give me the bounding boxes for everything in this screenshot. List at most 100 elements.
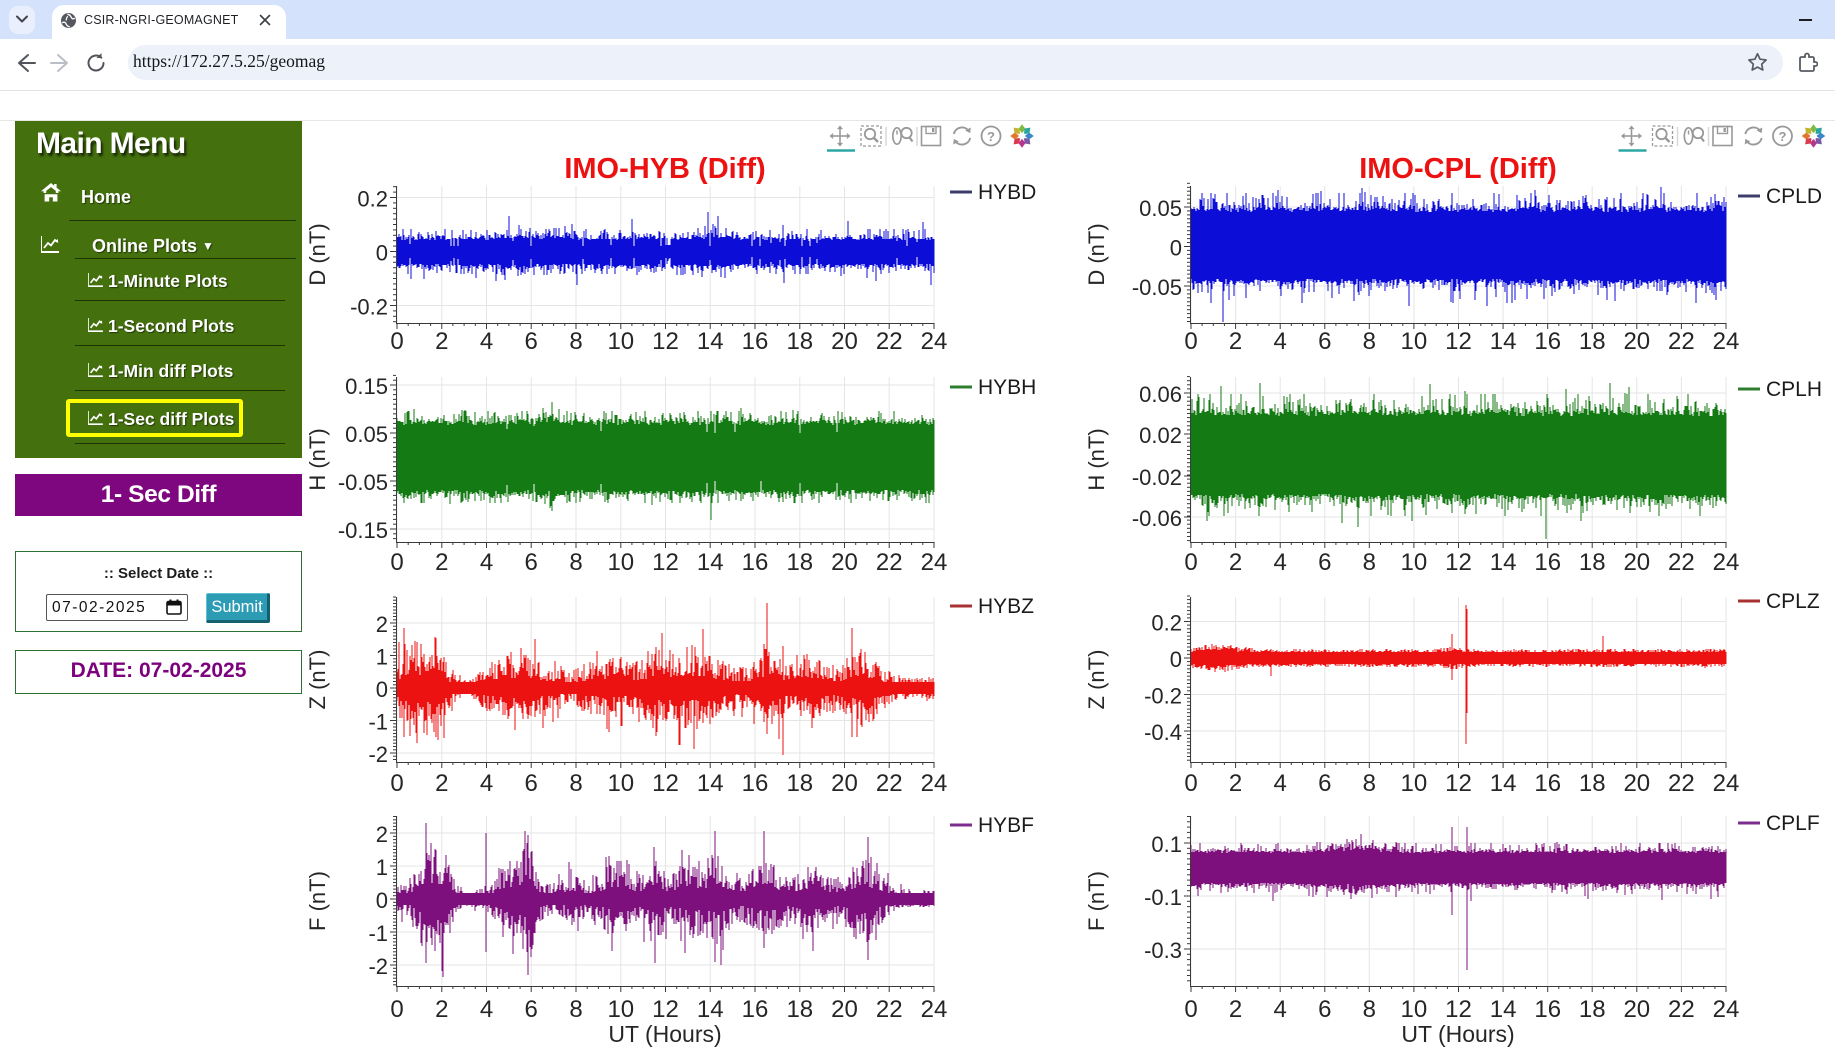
svg-text:20: 20 [1623,549,1650,576]
svg-text:24: 24 [1713,770,1740,797]
svg-text:Z (nT): Z (nT) [305,650,330,710]
svg-text:22: 22 [1668,770,1695,797]
svg-text:22: 22 [1668,996,1695,1023]
svg-text:IMO-HYB (Diff): IMO-HYB (Diff) [564,153,765,185]
svg-text:8: 8 [1363,328,1376,355]
svg-text:2: 2 [1229,770,1242,797]
svg-text:18: 18 [786,549,813,576]
svg-text:2: 2 [1229,549,1242,576]
svg-text:0: 0 [1170,647,1182,672]
svg-text:0: 0 [1184,770,1197,797]
svg-text:18: 18 [786,996,813,1023]
svg-text:22: 22 [876,328,903,355]
svg-text:UT (Hours): UT (Hours) [608,1021,721,1047]
svg-text:8: 8 [569,996,582,1023]
svg-text:0: 0 [376,677,388,702]
svg-text:-2: -2 [368,742,388,767]
svg-text:HYBH: HYBH [978,376,1036,399]
svg-text:18: 18 [1579,770,1606,797]
svg-text:14: 14 [1490,549,1517,576]
svg-text:4: 4 [480,996,493,1023]
svg-text:-0.06: -0.06 [1132,506,1182,531]
svg-text:-0.1: -0.1 [1144,885,1182,910]
svg-text:18: 18 [786,328,813,355]
svg-text:14: 14 [697,328,724,355]
svg-text:0: 0 [376,241,388,266]
svg-text:0: 0 [390,996,403,1023]
svg-text:12: 12 [652,549,679,576]
svg-text:-0.02: -0.02 [1132,465,1182,490]
svg-text:8: 8 [569,549,582,576]
svg-text:0: 0 [1184,549,1197,576]
svg-text:1: 1 [376,645,388,670]
svg-text:16: 16 [742,996,769,1023]
svg-text:20: 20 [831,770,858,797]
svg-text:6: 6 [1318,996,1331,1023]
svg-text:4: 4 [1274,996,1287,1023]
svg-text:16: 16 [742,549,769,576]
svg-text:24: 24 [921,770,948,797]
svg-text:4: 4 [480,770,493,797]
svg-text:0.05: 0.05 [1139,196,1182,221]
svg-text:-0.05: -0.05 [1132,275,1182,300]
svg-text:6: 6 [1318,328,1331,355]
svg-text:-0.3: -0.3 [1144,938,1182,963]
svg-text:12: 12 [1445,770,1472,797]
svg-text:0: 0 [390,770,403,797]
svg-text:22: 22 [876,996,903,1023]
svg-text:IMO-CPL (Diff): IMO-CPL (Diff) [1359,153,1557,185]
svg-text:0.2: 0.2 [1151,611,1182,636]
svg-text:24: 24 [1713,996,1740,1023]
svg-text:?: ? [1779,129,1787,144]
svg-text:UT (Hours): UT (Hours) [1401,1021,1514,1047]
svg-text:0: 0 [1184,996,1197,1023]
svg-text:8: 8 [569,770,582,797]
svg-text:-0.15: -0.15 [338,518,388,543]
svg-text:F (nT): F (nT) [305,871,330,931]
svg-text:1: 1 [376,855,388,880]
svg-text:HYBF: HYBF [978,814,1034,837]
svg-text:8: 8 [1363,770,1376,797]
svg-text:2: 2 [376,822,388,847]
svg-text:22: 22 [876,549,903,576]
svg-text:CPLF: CPLF [1766,812,1820,835]
svg-text:22: 22 [876,770,903,797]
svg-text:16: 16 [742,328,769,355]
svg-text:2: 2 [435,996,448,1023]
svg-text:22: 22 [1668,328,1695,355]
svg-text:?: ? [987,129,995,144]
svg-text:2: 2 [1229,996,1242,1023]
svg-text:20: 20 [831,996,858,1023]
svg-text:D (nT): D (nT) [1084,223,1109,285]
svg-text:F (nT): F (nT) [1084,871,1109,931]
svg-text:24: 24 [921,996,948,1023]
svg-text:12: 12 [652,996,679,1023]
svg-text:24: 24 [921,328,948,355]
svg-text:20: 20 [1623,770,1650,797]
svg-text:22: 22 [1668,549,1695,576]
svg-text:12: 12 [652,328,679,355]
svg-text:0: 0 [1184,328,1197,355]
svg-text:14: 14 [697,996,724,1023]
svg-text:18: 18 [1579,328,1606,355]
svg-text:8: 8 [1363,996,1376,1023]
svg-text:-1: -1 [368,710,388,735]
svg-text:20: 20 [1623,328,1650,355]
svg-text:CPLD: CPLD [1766,185,1822,208]
svg-text:14: 14 [1490,996,1517,1023]
svg-text:12: 12 [1445,328,1472,355]
svg-text:Z (nT): Z (nT) [1084,650,1109,710]
svg-text:6: 6 [525,996,538,1023]
svg-text:20: 20 [1623,996,1650,1023]
svg-text:6: 6 [525,549,538,576]
svg-text:2: 2 [435,770,448,797]
svg-text:-0.4: -0.4 [1144,720,1182,745]
svg-text:6: 6 [1318,770,1331,797]
svg-text:D (nT): D (nT) [305,223,330,285]
svg-text:10: 10 [607,328,634,355]
svg-text:12: 12 [652,770,679,797]
svg-text:10: 10 [1401,770,1428,797]
svg-text:12: 12 [1445,549,1472,576]
svg-text:0.15: 0.15 [345,374,388,399]
svg-text:4: 4 [1274,549,1287,576]
